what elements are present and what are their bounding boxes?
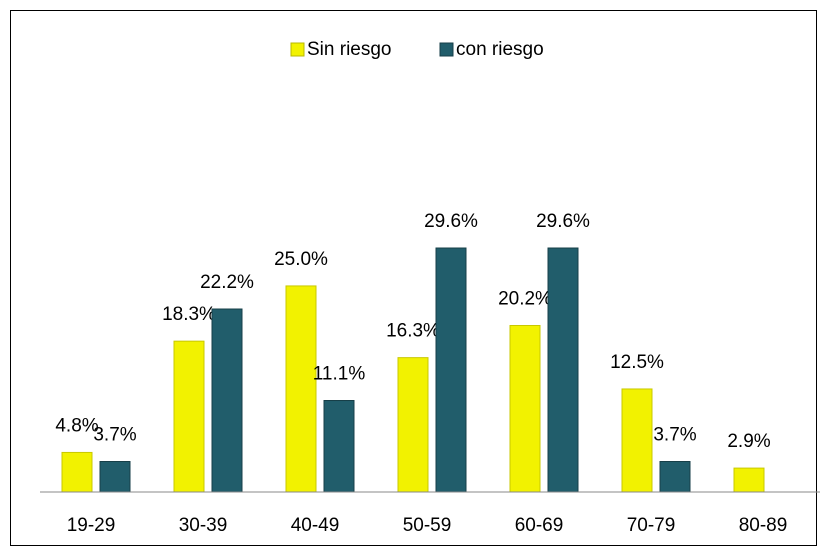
data-label: 3.7%	[653, 425, 696, 446]
bar	[61, 451, 93, 493]
bar	[621, 388, 653, 493]
bar	[547, 247, 579, 493]
data-label: 29.6%	[424, 211, 478, 232]
legend-label: Sin riesgo	[307, 39, 392, 60]
x-tick-label: 50-59	[403, 515, 452, 536]
x-tick-label: 40-49	[291, 515, 340, 536]
x-tick-label: 19-29	[67, 515, 116, 536]
data-label: 20.2%	[498, 289, 552, 310]
bar	[733, 467, 765, 493]
bar	[435, 247, 467, 493]
bar	[659, 461, 691, 493]
bar	[99, 461, 131, 493]
data-label: 4.8%	[55, 415, 98, 436]
data-label: 2.9%	[727, 431, 770, 452]
x-tick-label: 70-79	[627, 515, 676, 536]
data-label: 18.3%	[162, 304, 216, 325]
data-label: 29.6%	[536, 211, 590, 232]
data-label: 22.2%	[200, 272, 254, 293]
data-label: 12.5%	[610, 352, 664, 373]
data-label: 3.7%	[93, 425, 136, 446]
x-tick-label: 80-89	[739, 515, 788, 536]
data-label: 11.1%	[313, 364, 366, 385]
bar	[397, 357, 429, 493]
bar	[285, 285, 317, 493]
data-label: 16.3%	[386, 321, 440, 342]
bar	[509, 324, 541, 493]
legend-swatch	[290, 42, 305, 57]
bar	[323, 400, 355, 493]
legend-label: con riesgo	[456, 39, 544, 60]
x-tick-label: 30-39	[179, 515, 228, 536]
data-label: 25.0%	[274, 249, 328, 270]
bar	[173, 340, 205, 493]
legend-swatch	[439, 42, 454, 57]
x-tick-label: 60-69	[515, 515, 564, 536]
bar	[211, 308, 243, 493]
